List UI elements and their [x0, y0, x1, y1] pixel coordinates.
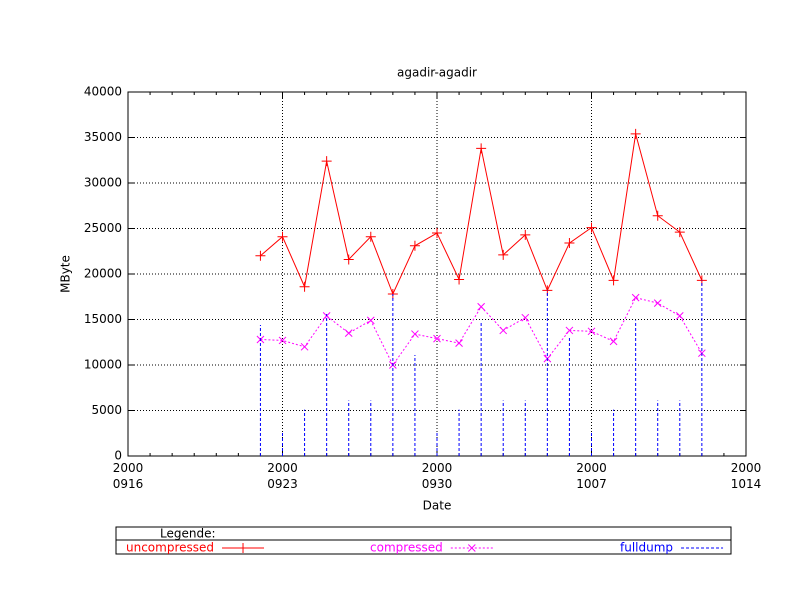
y-tick-label: 30000 — [84, 176, 122, 190]
marker-shape — [521, 313, 530, 322]
y-tick-label: 0 — [114, 449, 122, 463]
marker-shape — [238, 543, 249, 553]
marker-shape — [675, 312, 684, 320]
marker-shape — [674, 227, 685, 238]
y-tick-label: 25000 — [84, 221, 122, 235]
marker-shape — [433, 334, 441, 343]
marker-shape — [432, 228, 442, 239]
marker-shape — [608, 275, 619, 286]
marker-shape — [343, 254, 354, 265]
marker — [521, 313, 530, 322]
marker — [564, 238, 575, 249]
x-tick-label: 2000 1014 — [731, 461, 762, 491]
marker-shape — [277, 231, 288, 242]
marker — [343, 254, 354, 265]
series-line — [260, 297, 703, 366]
marker-shape — [365, 231, 376, 242]
marker — [586, 222, 597, 233]
marker-shape — [564, 238, 575, 249]
marker-shape — [630, 128, 641, 139]
marker-shape — [499, 326, 508, 335]
marker-shape — [321, 156, 332, 167]
marker-shape — [498, 249, 509, 260]
y-tick-label: 40000 — [84, 85, 122, 99]
marker — [675, 312, 684, 320]
marker-shape — [366, 316, 375, 325]
marker-shape — [587, 327, 596, 336]
marker — [411, 330, 419, 338]
marker — [631, 293, 640, 302]
legend-label: uncompressed — [126, 541, 214, 555]
marker-shape — [652, 210, 663, 221]
legend-title: Legende: — [160, 527, 216, 541]
marker — [652, 210, 663, 221]
marker-shape — [255, 250, 266, 261]
marker — [498, 249, 509, 260]
chart-title: agadir-agadir — [397, 66, 477, 80]
marker — [432, 228, 442, 239]
x-tick-label: 2000 1007 — [576, 461, 607, 491]
marker — [433, 334, 441, 343]
marker-shape — [565, 326, 574, 335]
marker-shape — [300, 342, 309, 351]
marker-shape — [454, 274, 465, 285]
marker — [321, 156, 332, 167]
marker — [477, 302, 485, 311]
y-tick-label: 5000 — [91, 403, 122, 417]
marker — [455, 339, 463, 348]
marker — [467, 544, 476, 552]
marker — [609, 337, 618, 346]
y-tick-label: 15000 — [84, 312, 122, 326]
marker — [409, 240, 420, 251]
marker — [476, 143, 487, 154]
marker-shape — [299, 281, 310, 292]
marker — [520, 229, 531, 240]
marker-shape — [476, 143, 487, 154]
marker — [565, 326, 574, 335]
x-axis-label: Date — [423, 499, 452, 513]
marker — [238, 543, 249, 553]
marker-shape — [467, 544, 476, 552]
marker — [587, 327, 596, 336]
legend-label: fulldump — [620, 541, 673, 555]
marker-shape — [455, 339, 463, 348]
marker — [277, 231, 288, 242]
marker-shape — [477, 302, 485, 311]
marker-shape — [586, 222, 597, 233]
marker — [630, 128, 641, 139]
marker-shape — [653, 299, 662, 307]
marker-shape — [631, 293, 640, 302]
marker — [344, 329, 353, 338]
marker — [255, 250, 266, 261]
y-tick-label: 10000 — [84, 358, 122, 372]
marker — [366, 316, 375, 325]
marker — [278, 336, 287, 345]
x-tick-label: 2000 0923 — [267, 461, 298, 491]
marker-shape — [520, 229, 531, 240]
legend-label: compressed — [370, 541, 443, 555]
y-axis-label: MByte — [59, 255, 73, 293]
marker-shape — [609, 337, 618, 346]
x-tick-label: 2000 0930 — [422, 461, 453, 491]
x-tick-label: 2000 0916 — [113, 461, 144, 491]
marker-shape — [344, 329, 353, 338]
marker — [653, 299, 662, 307]
marker-shape — [409, 240, 420, 251]
marker-shape — [411, 330, 419, 338]
y-tick-label: 20000 — [84, 267, 122, 281]
y-tick-label: 35000 — [84, 130, 122, 144]
marker — [300, 342, 309, 351]
marker — [365, 231, 376, 242]
marker — [299, 281, 310, 292]
marker — [674, 227, 685, 238]
marker — [499, 326, 508, 335]
marker-shape — [278, 336, 287, 345]
marker — [608, 275, 619, 286]
marker — [454, 274, 465, 285]
